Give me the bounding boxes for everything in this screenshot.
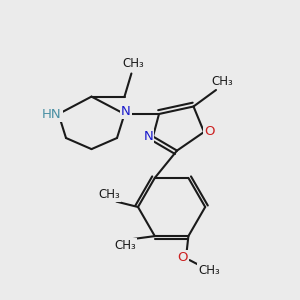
Text: CH₃: CH₃ xyxy=(198,264,220,277)
Text: HN: HN xyxy=(42,107,62,121)
Text: O: O xyxy=(204,125,215,138)
Text: CH₃: CH₃ xyxy=(211,75,233,88)
Text: N: N xyxy=(121,105,131,118)
Text: O: O xyxy=(178,251,188,264)
Text: CH₃: CH₃ xyxy=(114,238,136,252)
Text: CH₃: CH₃ xyxy=(123,57,144,70)
Text: N: N xyxy=(143,130,153,143)
Text: CH₃: CH₃ xyxy=(98,188,120,202)
